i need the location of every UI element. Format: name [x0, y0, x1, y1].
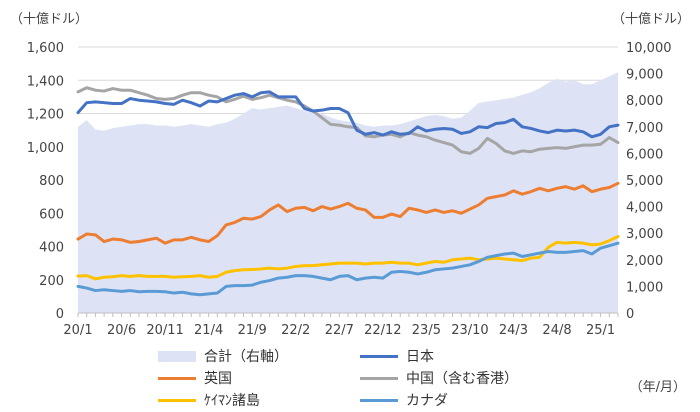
legend-label-japan: 日本: [406, 349, 434, 365]
legend-item-japan: 日本: [360, 346, 434, 366]
left-tick-label: 0: [56, 307, 64, 322]
x-tick-label: 20/11: [146, 323, 183, 338]
left-tick-label: 1,000: [27, 141, 64, 156]
x-tick-label: 20/6: [107, 323, 136, 338]
left-tick-label: 1,600: [27, 41, 64, 56]
legend-item-canada: カナダ: [360, 390, 448, 410]
right-tick-label: 6,000: [626, 147, 663, 162]
axes: 0 200 400 600 800 1,000 1,200 1,400 1,600 0 1,000 2…: [27, 41, 672, 338]
series-canada: [76, 241, 620, 297]
legend-label-china: 中国（含む香港）: [406, 371, 518, 387]
left-tick-label: 200: [39, 274, 64, 289]
area-total: [78, 72, 618, 314]
right-tick-label: 0: [626, 307, 634, 322]
right-tick-label: 10,000: [626, 41, 672, 56]
legend-label-cayman: ｹｲﾏﾝ諸島: [204, 393, 260, 409]
legend-swatch-canada: [360, 398, 398, 402]
legend-label-total: 合計（右軸）: [204, 349, 288, 365]
x-tick-label: 25/1: [586, 323, 615, 338]
legend-swatch-china: [360, 376, 398, 380]
series-japan: [76, 90, 620, 139]
x-tick-label: 21/9: [238, 323, 267, 338]
legend-label-canada: カナダ: [406, 393, 448, 409]
legend-item-total: 合計（右軸）: [158, 346, 288, 366]
x-tick-label: 22/7: [325, 323, 354, 338]
x-tick-label: 20/1: [63, 323, 92, 338]
left-tick-label: 800: [39, 174, 64, 189]
x-tick-label: 24/8: [542, 323, 571, 338]
right-tick-label: 3,000: [626, 227, 663, 242]
legend-item-uk: 英国: [158, 368, 232, 388]
x-tick-label: 21/4: [194, 323, 223, 338]
left-tick-label: 1,400: [27, 74, 64, 89]
left-tick-label: 1,200: [27, 108, 64, 123]
legend-item-cayman: ｹｲﾏﾝ諸島: [158, 390, 260, 410]
legend-item-china: 中国（含む香港）: [360, 368, 518, 388]
left-axis-unit: （十億ドル）: [10, 11, 88, 27]
series-china: [76, 86, 620, 155]
line-layer: [76, 86, 620, 297]
x-tick-label: 23/10: [451, 323, 488, 338]
right-tick-label: 9,000: [626, 68, 663, 83]
right-axis-unit: （十億ドル）: [612, 11, 690, 27]
left-tick-label: 600: [39, 207, 64, 222]
series-uk: [76, 181, 620, 245]
legend-swatch-japan: [360, 354, 398, 358]
area-layer: [78, 72, 618, 314]
legend-swatch-area: [158, 350, 196, 362]
legend-swatch-uk: [158, 376, 196, 380]
right-tick-label: 7,000: [626, 121, 663, 136]
right-tick-label: 2,000: [626, 254, 663, 269]
x-tick-label: 22/2: [281, 323, 310, 338]
legend-label-uk: 英国: [204, 371, 232, 387]
right-tick-label: 8,000: [626, 94, 663, 109]
x-tick-label: 24/3: [499, 323, 528, 338]
period-unit-label: （年/月）: [629, 380, 686, 395]
legend-swatch-cayman: [158, 398, 196, 402]
right-tick-label: 4,000: [626, 201, 663, 216]
x-tick-label: 22/12: [364, 323, 401, 338]
x-tick-label: 23/5: [412, 323, 441, 338]
series-cayman: [76, 235, 620, 281]
right-tick-label: 5,000: [626, 174, 663, 189]
left-tick-label: 400: [39, 241, 64, 256]
right-tick-label: 1,000: [626, 280, 663, 295]
